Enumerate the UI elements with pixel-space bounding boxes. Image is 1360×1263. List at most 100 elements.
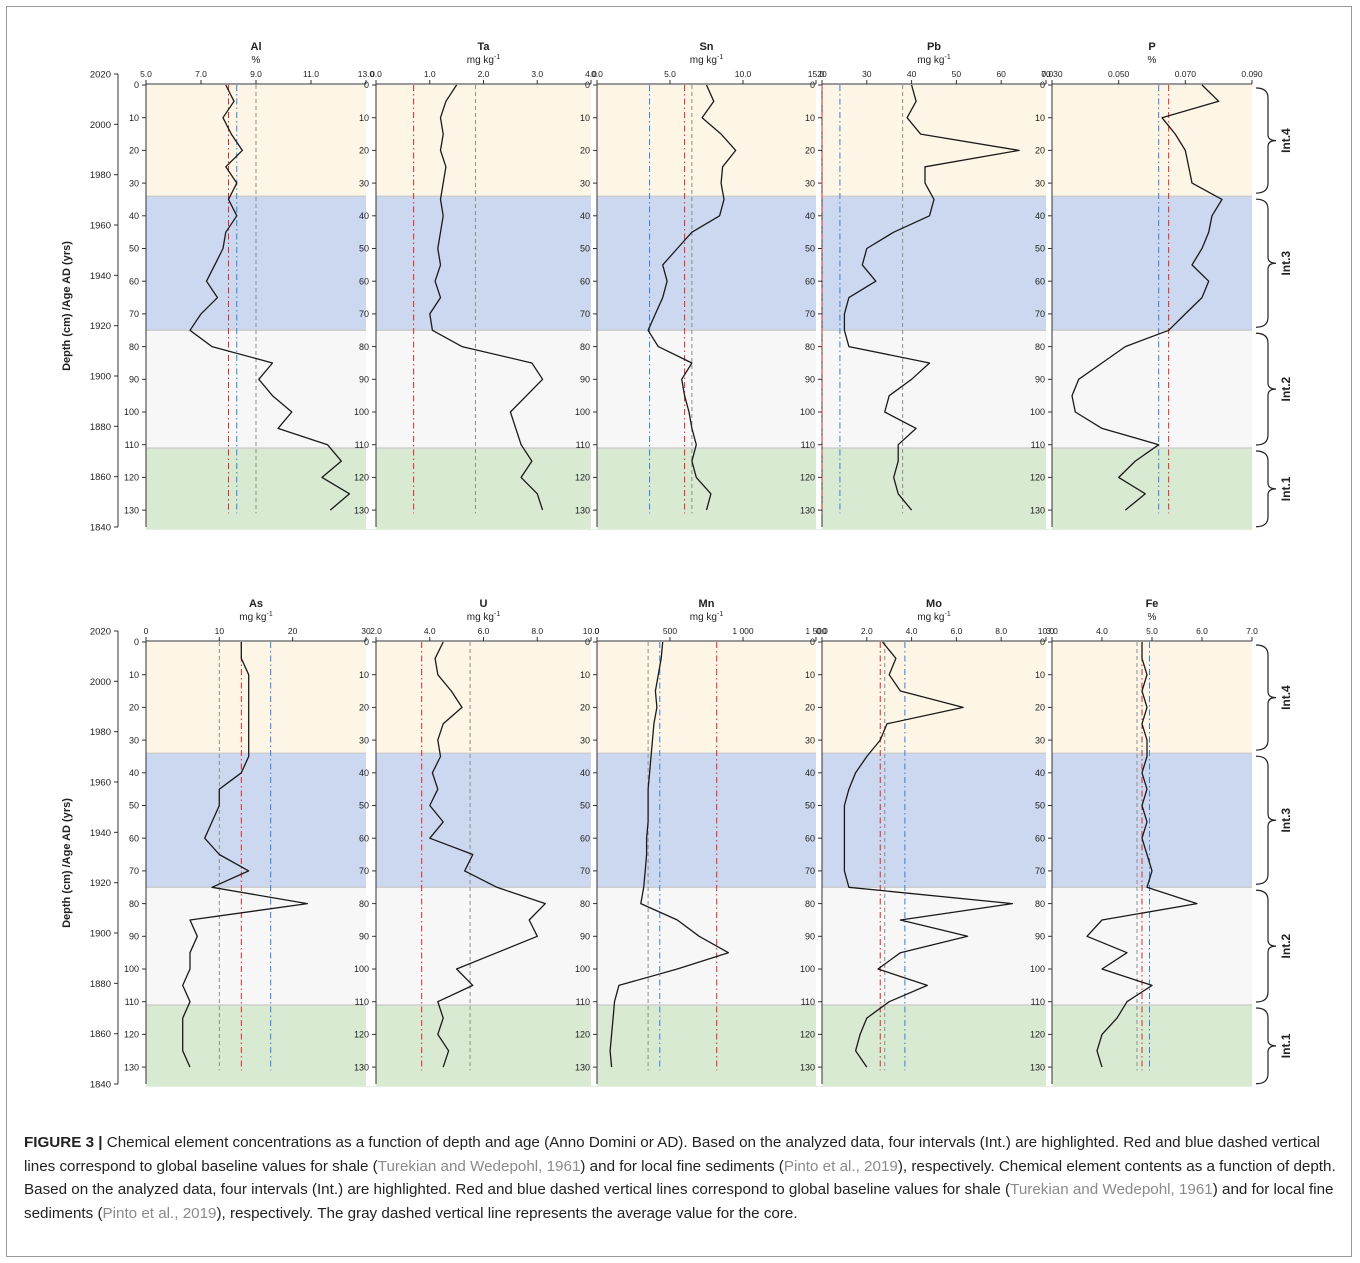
interval-band-int1 (146, 447, 1252, 530)
depth-tick-label: 50 (359, 244, 369, 254)
panel-gap (591, 83, 597, 529)
panel-gap (816, 83, 822, 529)
depth-tick-label: 120 (575, 473, 590, 483)
depth-tick-label: 90 (1035, 375, 1045, 385)
x-tick-label: 5.0 (140, 69, 152, 79)
profile-line-ta (429, 84, 544, 511)
x-tick-label: 0 (144, 626, 149, 636)
depth-tick-label: 130 (1030, 1062, 1045, 1072)
x-tick-label: 40 (907, 69, 917, 79)
depth-tick-label: 100 (354, 964, 369, 974)
depth-tick-label: 130 (800, 1062, 815, 1072)
depth-tick-label: 30 (1035, 735, 1045, 745)
element-unit: mg kg-1 (690, 611, 724, 623)
element-title: Ta (477, 41, 490, 53)
depth-tick-label: 10 (1035, 113, 1045, 123)
element-unit: mg kg-1 (917, 54, 951, 66)
age-tick-label: 1980 (90, 170, 111, 181)
x-tick-label: 0 (595, 626, 600, 636)
x-tick-label: 5.0 (1146, 626, 1158, 636)
depth-tick-label: 70 (359, 866, 369, 876)
interval-band-int2 (146, 887, 1252, 1005)
panel-gap (366, 83, 376, 529)
interval-band-int4 (146, 642, 1252, 754)
x-tick-label: 0.0 (816, 626, 828, 636)
depth-tick-label: 130 (354, 505, 369, 515)
age-tick-label: 2020 (90, 70, 111, 81)
depth-tick-label: 50 (1035, 801, 1045, 811)
depth-tick-label: 60 (805, 276, 815, 286)
depth-tick-label: 80 (129, 899, 139, 909)
depth-tick-label: 110 (576, 997, 590, 1007)
depth-tick-label: 60 (359, 833, 369, 843)
interval-label: Int.3 (1279, 251, 1293, 276)
panel-gap (366, 640, 376, 1086)
age-tick-label: 1840 (90, 1080, 111, 1091)
age-tick-label: 1960 (90, 221, 111, 232)
age-tick-label: 1960 (90, 778, 111, 789)
age-tick-label: 1980 (90, 727, 111, 738)
depth-tick-label: 80 (1035, 899, 1045, 909)
depth-tick-label: 70 (1035, 309, 1045, 319)
x-tick-label: 6.0 (1196, 626, 1208, 636)
interval-label: Int.1 (1279, 476, 1293, 501)
panel-fe: 3.0 4.0 5.0 6.0 7.0 Fe 0 10 20 30 40 50 60 70 80 90 100 1… (1030, 598, 1258, 1084)
age-tick-label: 1860 (90, 1029, 111, 1040)
age-tick-label: 1900 (90, 372, 111, 383)
depth-tick-label: 30 (129, 735, 139, 745)
profile-line-mn (609, 641, 730, 1068)
depth-tick-label: 120 (800, 473, 815, 483)
depth-tick-label: 60 (129, 276, 139, 286)
depth-tick-label: 80 (805, 899, 815, 909)
depth-tick-label: 130 (124, 505, 139, 515)
depth-tick-label: 100 (1030, 964, 1045, 974)
profile-line-fe (1086, 642, 1198, 1068)
panel-gap (1046, 83, 1052, 529)
x-tick-label: 30 (361, 626, 371, 636)
depth-tick-label: 120 (354, 473, 369, 483)
depth-tick-label: 110 (355, 440, 369, 450)
x-tick-label: 20 (817, 69, 827, 79)
x-tick-label: 3.0 (531, 69, 543, 79)
depth-tick-label: 20 (805, 146, 815, 156)
element-unit: mg kg-1 (239, 611, 273, 623)
depth-tick-label: 20 (359, 146, 369, 156)
x-tick-label: 7.0 (195, 69, 207, 79)
depth-tick-label: 20 (580, 146, 590, 156)
depth-tick-label: 120 (575, 1030, 590, 1040)
depth-tick-label: 110 (576, 440, 590, 450)
element-unit: mg kg-1 (467, 611, 501, 623)
depth-tick-label: 80 (359, 899, 369, 909)
caption-citation: Turekian and Wedepohl, 1961 (377, 1157, 581, 1175)
caption-text: ), respectively. Chemical element conten… (24, 1157, 1336, 1199)
x-tick-label: 10.0 (735, 69, 752, 79)
panel-al: 5.0 7.0 9.0 11.0 13.0 Al 0 10 20 30 40 50 60 70 80 90 10… (124, 41, 375, 527)
x-tick-label: 9.0 (250, 69, 262, 79)
x-tick-label: 5.0 (664, 69, 676, 79)
depth-tick-label: 10 (359, 670, 369, 680)
age-tick-label: 1920 (90, 321, 111, 332)
depth-tick-label: 0 (1040, 80, 1045, 90)
depth-tick-label: 50 (805, 801, 815, 811)
depth-tick-label: 80 (805, 342, 815, 352)
depth-tick-label: 50 (580, 801, 590, 811)
depth-tick-label: 60 (1035, 276, 1045, 286)
x-tick-label: 2.0 (370, 626, 382, 636)
element-title: Pb (927, 41, 941, 53)
x-tick-label: 0.090 (1241, 69, 1263, 79)
depth-tick-label: 100 (800, 407, 815, 417)
depth-tick-label: 30 (129, 178, 139, 188)
figure-chart: 2020200019801960194019201900188018601840… (61, 41, 1293, 1091)
element-title: Fe (1146, 598, 1159, 610)
panel-mo: 0.0 2.0 4.0 6.0 8.0 10.0 Mo 0 10 20 30 40 50 60 70 80 90… (800, 598, 1055, 1084)
depth-tick-label: 130 (1030, 505, 1045, 515)
depth-tick-label: 10 (129, 113, 139, 123)
depth-tick-label: 90 (129, 375, 139, 385)
age-tick-label: 1880 (90, 979, 111, 990)
caption-text: Chemical element concentrations as a fun… (24, 1134, 1320, 1175)
depth-tick-label: 70 (805, 866, 815, 876)
depth-tick-label: 0 (585, 637, 590, 647)
depth-tick-label: 70 (129, 866, 139, 876)
profile-line-al (189, 84, 351, 511)
